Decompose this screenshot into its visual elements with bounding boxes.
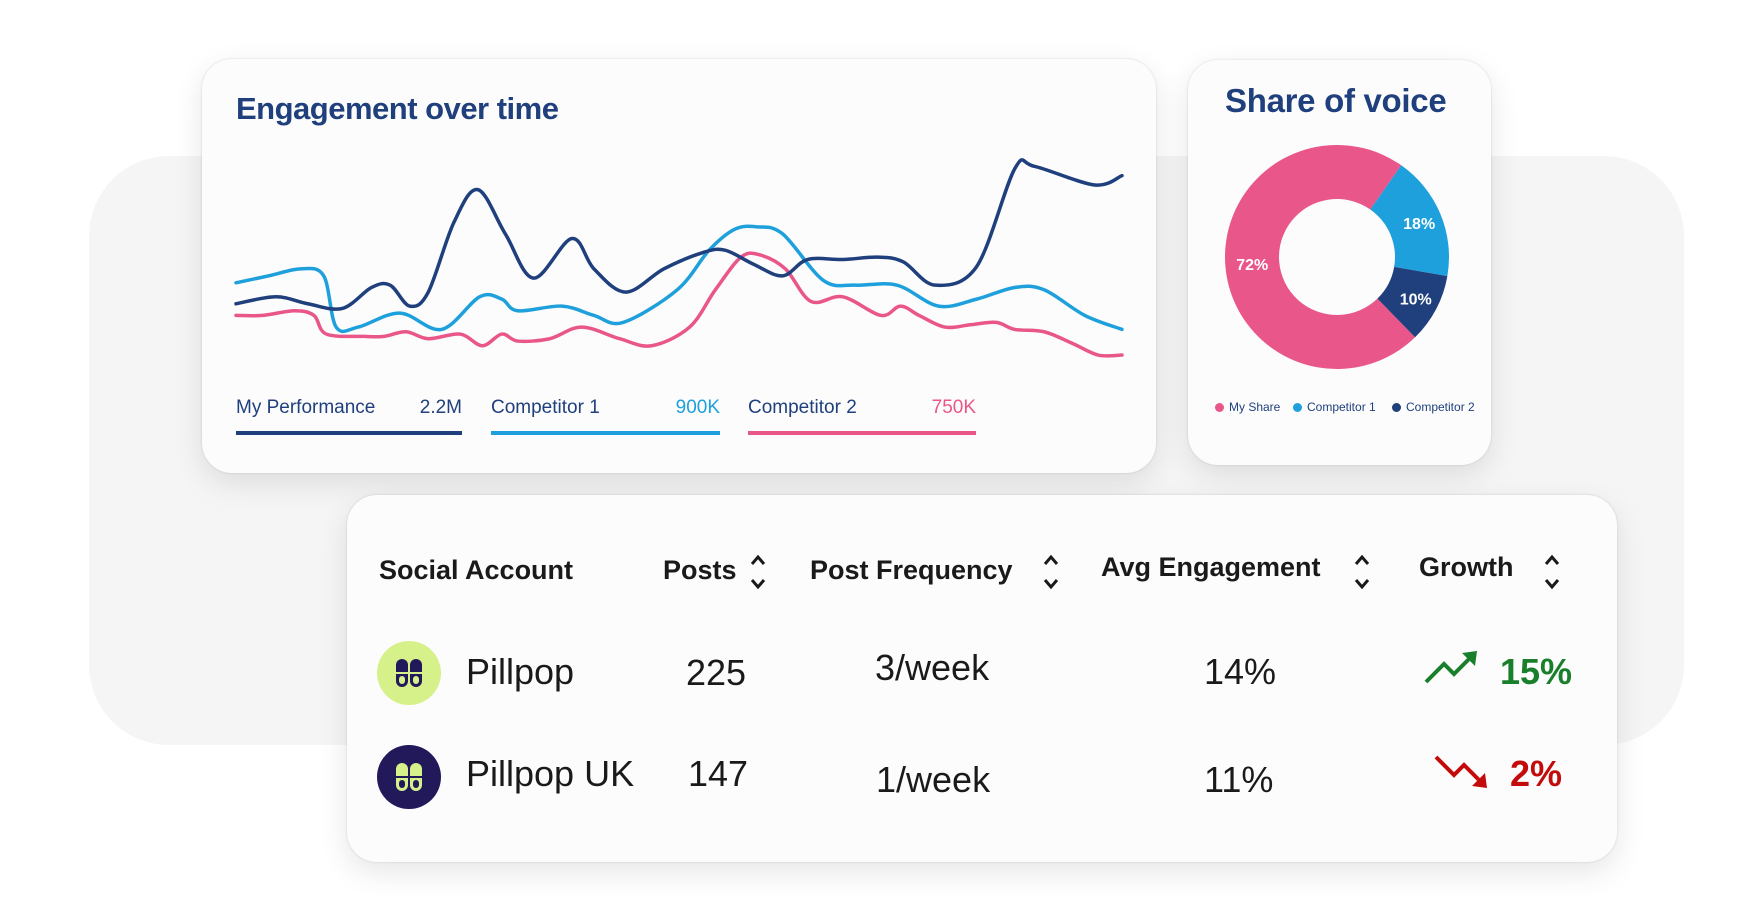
- header-social-account: Social Account: [379, 555, 574, 585]
- donut-label: 72%: [1236, 257, 1268, 274]
- trend-up-icon: [1424, 651, 1477, 684]
- sort-growth-icon[interactable]: [1542, 552, 1562, 592]
- legend-label: My Performance: [236, 397, 376, 418]
- frequency-value: 3/week: [875, 647, 990, 688]
- engagement-line-chart: [234, 158, 1124, 358]
- legend-competitor-1[interactable]: Competitor 1 900K: [491, 397, 720, 435]
- share-donut-chart: 72% 18% 10%: [1225, 145, 1449, 369]
- legend-dot: [1215, 402, 1224, 412]
- legend-value: 750K: [931, 397, 976, 418]
- sort-posts-icon[interactable]: [748, 552, 768, 592]
- series-line-competitor-2: [234, 251, 1124, 358]
- legend-my-share: My Share: [1215, 400, 1280, 414]
- frequency-value: 1/week: [876, 759, 991, 800]
- growth-value: 15%: [1500, 651, 1573, 692]
- sort-frequency-icon[interactable]: [1041, 552, 1061, 592]
- account-name[interactable]: Pillpop UK: [466, 753, 635, 794]
- header-avg-engagement[interactable]: Avg Engagement: [1101, 552, 1321, 582]
- trend-down-icon: [1434, 755, 1487, 788]
- header-posts[interactable]: Posts: [663, 555, 737, 585]
- avatar: [377, 745, 441, 809]
- engagement-card: Engagement over time My Performance 2.2M…: [202, 59, 1156, 473]
- legend-value: 2.2M: [419, 397, 462, 418]
- legend-dot: [1392, 402, 1401, 412]
- posts-value: 147: [688, 753, 749, 794]
- legend-label: Competitor 2: [1406, 400, 1475, 414]
- legend-dot: [1293, 402, 1302, 412]
- growth-value: 2%: [1510, 753, 1563, 794]
- avatar: [377, 641, 441, 705]
- legend-label: Competitor 1: [491, 397, 600, 418]
- legend-competitor-2: Competitor 2: [1392, 400, 1475, 414]
- header-growth[interactable]: Growth: [1419, 552, 1514, 582]
- sort-engagement-icon[interactable]: [1352, 552, 1372, 592]
- legend-value: 900K: [675, 397, 720, 418]
- donut-slice-my-share: [1225, 145, 1416, 369]
- header-post-frequency[interactable]: Post Frequency: [810, 555, 1013, 585]
- legend-competitor-1: Competitor 1: [1293, 400, 1376, 414]
- donut-slice-competitor-1: [1370, 165, 1449, 277]
- series-line-competitor-1: [234, 224, 1124, 334]
- pill-icon: [396, 659, 422, 687]
- account-name[interactable]: Pillpop: [466, 651, 575, 692]
- legend-my-performance[interactable]: My Performance 2.2M: [236, 397, 462, 435]
- legend-label: Competitor 1: [1307, 400, 1376, 414]
- share-of-voice-card: Share of voice 72% 18% 10% My Share Compet…: [1188, 60, 1491, 465]
- accounts-table: Social Account Posts Post Frequency Avg …: [347, 495, 1617, 862]
- engagement-value: 11%: [1204, 759, 1274, 800]
- donut-slice-competitor-2: [1377, 266, 1448, 338]
- engagement-value: 14%: [1204, 651, 1277, 692]
- legend-label: Competitor 2: [748, 397, 857, 418]
- donut-label: 18%: [1403, 216, 1435, 233]
- posts-value: 225: [686, 652, 747, 693]
- legend-label: My Share: [1229, 400, 1281, 414]
- legend-competitor-2[interactable]: Competitor 2 750K: [748, 397, 976, 435]
- series-line-my-performance: [234, 158, 1124, 311]
- pill-icon: [396, 763, 422, 791]
- engagement-title: Engagement over time: [236, 91, 559, 126]
- donut-label: 10%: [1400, 292, 1432, 309]
- share-title: Share of voice: [1225, 82, 1447, 119]
